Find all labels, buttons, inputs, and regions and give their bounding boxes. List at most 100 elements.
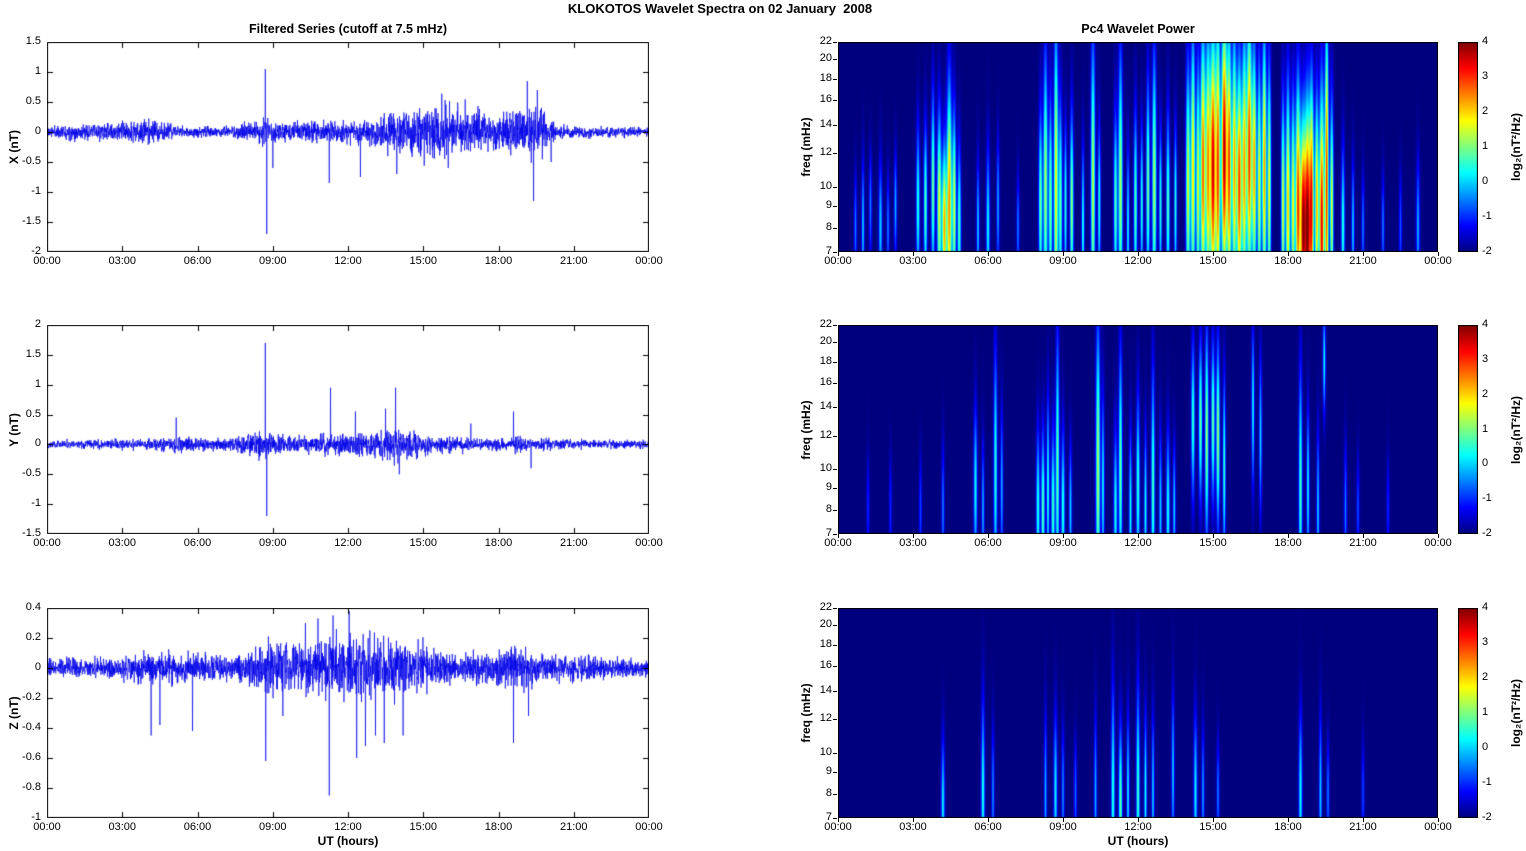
freq-tick-label: 20 bbox=[819, 335, 832, 348]
x-tick-label: 03:00 bbox=[108, 537, 137, 549]
figure-title: KLOKOTOS Wavelet Spectra on 02 January 2… bbox=[567, 1, 873, 16]
z-series-plot-canvas bbox=[47, 608, 649, 818]
freq-tick-label: 14 bbox=[819, 117, 832, 130]
x-tick-label: 00:00 bbox=[33, 821, 61, 833]
y-tick-label: 1 bbox=[34, 65, 41, 77]
y-tick-label: -1 bbox=[31, 185, 41, 197]
freq-tick-mark bbox=[833, 227, 837, 229]
x-tick-label: 18:00 bbox=[1274, 255, 1302, 267]
x-tick-mark bbox=[838, 534, 839, 538]
colorbar-tick-label: 4 bbox=[1482, 601, 1489, 613]
x-tick-label: 03:00 bbox=[108, 821, 137, 833]
x-tick-label: 00:00 bbox=[635, 537, 663, 549]
x-tick-mark bbox=[1438, 534, 1439, 538]
x-tick-label: 21:00 bbox=[559, 537, 588, 549]
freq-tick-label: 22 bbox=[819, 35, 832, 47]
freq-tick-mark bbox=[833, 252, 837, 253]
x-tick-label: 12:00 bbox=[334, 821, 362, 833]
freq-tick-label: 7 bbox=[825, 245, 832, 257]
x-tick-mark bbox=[1213, 534, 1214, 538]
freq-tick-label: 14 bbox=[819, 400, 832, 413]
freq-tick-mark bbox=[833, 205, 837, 207]
x-tick-label: 18:00 bbox=[1274, 821, 1302, 833]
colorbar-tick-label: 1 bbox=[1482, 140, 1489, 152]
y-tick-label: -0.5 bbox=[22, 155, 41, 167]
y-tick-label: -0.4 bbox=[22, 721, 41, 733]
x-tick-mark bbox=[988, 534, 989, 538]
freq-tick-label: 12 bbox=[819, 146, 832, 159]
x-tick-label: 09:00 bbox=[1049, 255, 1077, 267]
y-tick-label: -0.2 bbox=[22, 691, 41, 703]
colorbar-label-z: log₂(nT²/Hz) bbox=[1509, 679, 1523, 747]
freq-tick-mark bbox=[833, 818, 837, 819]
y-tick-label: 0.4 bbox=[25, 601, 41, 613]
y-tick-label: 0.5 bbox=[25, 95, 41, 107]
freq-tick-mark bbox=[833, 534, 837, 535]
colorbar-tick-label: -2 bbox=[1482, 811, 1492, 823]
colorbar-tick-label: -2 bbox=[1482, 245, 1492, 257]
freq-tick-mark bbox=[833, 100, 837, 102]
freq-tick-label: 7 bbox=[825, 527, 832, 539]
freq-tick-label: 8 bbox=[825, 786, 832, 799]
freq-tick-label: 8 bbox=[825, 220, 832, 233]
freq-tick-label: 12 bbox=[819, 428, 832, 441]
colorbar-tick-label: 2 bbox=[1482, 387, 1489, 400]
filtered-series-title: Filtered Series (cutoff at 7.5 mHz) bbox=[249, 22, 447, 36]
colorbar-tick-label: 2 bbox=[1482, 105, 1489, 117]
x-tick-label: 00:00 bbox=[824, 821, 852, 833]
ut-hours-label-left: UT (hours) bbox=[317, 834, 379, 848]
wavelet-power-title: Pc4 Wavelet Power bbox=[1081, 22, 1195, 36]
colorbar-tick-label: 4 bbox=[1482, 35, 1489, 47]
colorbar-tick-label: 0 bbox=[1482, 741, 1489, 753]
x-tick-mark bbox=[1213, 252, 1214, 256]
freq-tick-mark bbox=[833, 644, 837, 646]
x-tick-mark bbox=[1063, 818, 1064, 822]
freq-tick-mark bbox=[833, 509, 837, 511]
freq-tick-label: 12 bbox=[819, 712, 832, 725]
y-tick-label: -1.5 bbox=[22, 527, 41, 539]
x-tick-mark bbox=[1438, 252, 1439, 256]
x-tick-label: 00:00 bbox=[33, 255, 61, 267]
x-tick-mark bbox=[1138, 534, 1139, 538]
freq-tick-mark bbox=[833, 771, 837, 773]
x-tick-label: 21:00 bbox=[1349, 537, 1377, 549]
freq-tick-label: 10 bbox=[819, 745, 832, 758]
freq-tick-mark bbox=[833, 153, 837, 155]
x-tick-label: 18:00 bbox=[484, 537, 513, 549]
freq-tick-label: 10 bbox=[819, 179, 832, 192]
freq-tick-mark bbox=[833, 608, 837, 609]
x-tick-mark bbox=[988, 252, 989, 256]
freq-tick-mark bbox=[833, 793, 837, 795]
freq-tick-mark bbox=[833, 468, 837, 470]
x-tick-label: 18:00 bbox=[484, 255, 513, 267]
colorbar-tick-label: 3 bbox=[1482, 70, 1489, 82]
x-tick-mark bbox=[1138, 818, 1139, 822]
x-tick-label: 15:00 bbox=[1199, 537, 1227, 549]
x-tick-mark bbox=[1063, 534, 1064, 538]
colorbar-tick-label: 1 bbox=[1482, 422, 1489, 435]
y-tick-label: 0 bbox=[34, 125, 41, 137]
freq-tick-label: 8 bbox=[825, 502, 832, 515]
freq-tick-mark bbox=[833, 186, 837, 188]
freq-tick-label: 20 bbox=[819, 618, 832, 631]
x-tick-label: 03:00 bbox=[899, 255, 927, 267]
freq-tick-mark bbox=[833, 42, 837, 43]
colorbar-z bbox=[1458, 608, 1478, 818]
freq-tick-mark bbox=[833, 719, 837, 721]
y-tick-label: -1 bbox=[31, 497, 41, 510]
x-tick-label: 00:00 bbox=[635, 821, 663, 833]
colorbar-tick-label: 3 bbox=[1482, 352, 1489, 365]
colorbar-tick-label: 4 bbox=[1482, 318, 1489, 330]
y-tick-label: 1.5 bbox=[25, 35, 41, 47]
freq-tick-label: 14 bbox=[819, 683, 832, 696]
freq-tick-mark bbox=[833, 59, 837, 61]
y-tick-label: -2 bbox=[31, 245, 41, 257]
x-tick-mark bbox=[838, 252, 839, 256]
x-tick-label: 09:00 bbox=[258, 537, 287, 549]
y-tick-label: -0.5 bbox=[22, 467, 41, 480]
y-tick-label: -1 bbox=[31, 811, 41, 823]
y-tick-label: -0.8 bbox=[22, 781, 41, 793]
x-tick-label: 00:00 bbox=[33, 537, 61, 549]
y-tick-label: 0.2 bbox=[25, 631, 41, 643]
colorbar-tick-label: -1 bbox=[1482, 776, 1492, 788]
